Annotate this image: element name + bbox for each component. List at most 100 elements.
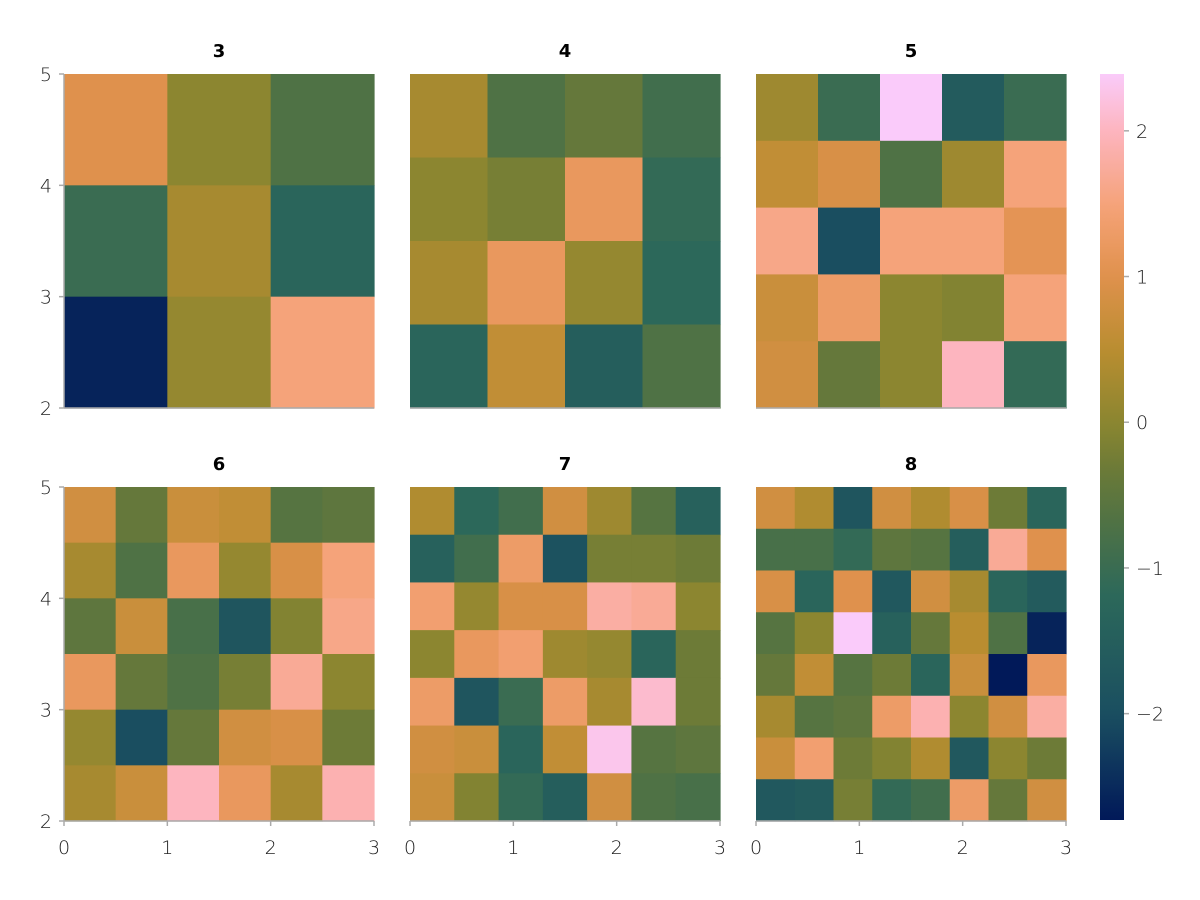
heatmap-cell (270, 185, 375, 298)
colorbar-tick-label: −2 (1136, 704, 1164, 726)
heatmap-cell (410, 534, 455, 584)
heatmap-cell (631, 773, 677, 822)
heatmap-cell (64, 296, 168, 409)
heatmap-panel-6: 6 2 3 4 5 0 1 2 3 (40, 454, 380, 859)
heatmap-cell (988, 487, 1028, 530)
heatmap-cell (64, 765, 117, 822)
heatmap-cell (949, 695, 990, 739)
x-tick-label: 1 (853, 837, 865, 859)
heatmap-cell (833, 779, 873, 822)
y-tick-label: 3 (40, 287, 52, 309)
heatmap-cell (872, 487, 912, 530)
heatmap-cell (675, 630, 721, 679)
heatmap-cell (487, 157, 566, 242)
heatmap-cell (1027, 487, 1067, 530)
heatmap-panel-7: 7 0 1 2 3 (404, 454, 726, 859)
heatmap-cell (794, 737, 835, 780)
x-tick-label: 1 (161, 837, 173, 859)
heatmap-cell (454, 630, 500, 679)
heatmap-cell (988, 570, 1028, 613)
heatmap-cell (872, 779, 912, 822)
heatmap-cell (565, 324, 644, 409)
heatmap-cell (631, 582, 677, 631)
heatmap-cell (880, 140, 943, 209)
heatmap-cell (631, 630, 677, 679)
heatmap-cell (988, 779, 1028, 822)
heatmap-cell (410, 582, 455, 631)
heatmap-cell (454, 487, 500, 536)
heatmap-cell (833, 570, 873, 613)
x-tick-label: 3 (714, 837, 726, 859)
heatmap-cell (498, 773, 544, 822)
heatmap-cell (833, 737, 873, 780)
heatmap-cell (872, 612, 912, 655)
heatmap-cell (911, 779, 951, 822)
heatmap-cell (1004, 207, 1067, 275)
heatmap-cell (587, 487, 633, 536)
heatmap-cell (833, 695, 873, 739)
heatmap-cell (167, 74, 272, 186)
panel-title: 7 (559, 454, 572, 475)
heatmap-cell (911, 487, 951, 530)
heatmap-cell (794, 612, 835, 655)
heatmap-cell (167, 185, 272, 298)
heatmap-cell (1004, 274, 1067, 342)
heatmap-cell (756, 612, 796, 655)
heatmap-cell (794, 528, 835, 572)
heatmap-cell (818, 74, 881, 142)
heatmap-cell (565, 74, 644, 159)
colorbar: 2 1 0 −1 −2 (1100, 74, 1164, 820)
x-tick-label: 0 (58, 837, 70, 859)
y-tick-label: 5 (40, 477, 52, 499)
heatmap-cell (872, 654, 912, 697)
heatmap-cell (115, 542, 168, 599)
heatmap-cell (64, 709, 117, 766)
heatmap-cell (756, 737, 796, 780)
heatmap-cell (872, 528, 912, 572)
heatmap-cell (988, 528, 1028, 572)
x-tick-label: 2 (957, 837, 969, 859)
heatmap-cell (219, 765, 272, 822)
heatmap-cell (270, 598, 323, 655)
heatmap-cell (675, 773, 721, 822)
heatmap-cell (949, 487, 990, 530)
heatmap-cell (1004, 74, 1067, 142)
heatmap-cell (115, 709, 168, 766)
heatmap-panel-5: 5 (756, 41, 1067, 409)
heatmap-cell (270, 765, 323, 822)
heatmap-cell (872, 737, 912, 780)
heatmap-cell (542, 582, 588, 631)
heatmap-cell (988, 612, 1028, 655)
heatmap-cell (818, 140, 881, 209)
x-tick-label: 3 (1060, 837, 1072, 859)
heatmap-cell (542, 773, 588, 822)
heatmap-cell (988, 695, 1028, 739)
heatmap-cell (756, 528, 796, 572)
heatmap-cell (270, 542, 323, 599)
heatmap-cell (167, 654, 220, 711)
heatmap-cell (949, 612, 990, 655)
heatmap-cell (880, 207, 943, 275)
heatmap-cell (675, 582, 721, 631)
heatmap-cell (167, 487, 220, 544)
heatmap-cell (322, 709, 375, 766)
heatmap-cell (410, 74, 489, 159)
heatmap-cell (988, 737, 1028, 780)
x-tick-label: 2 (265, 837, 277, 859)
heatmap-cell (219, 598, 272, 655)
heatmap-cell (270, 654, 323, 711)
heatmap-cell (942, 207, 1005, 275)
heatmap-cell (115, 598, 168, 655)
heatmap-cell (1027, 570, 1067, 613)
heatmap-cell (942, 140, 1005, 209)
colorbar-tick-label: 0 (1136, 412, 1148, 434)
heatmap-cell (949, 654, 990, 697)
heatmap-cell (942, 274, 1005, 342)
heatmap-cell (794, 695, 835, 739)
heatmap-cell (219, 542, 272, 599)
heatmap-cell (219, 487, 272, 544)
heatmap-cell (498, 582, 544, 631)
heatmap-cell (410, 241, 489, 326)
heatmap-cell (756, 140, 819, 209)
